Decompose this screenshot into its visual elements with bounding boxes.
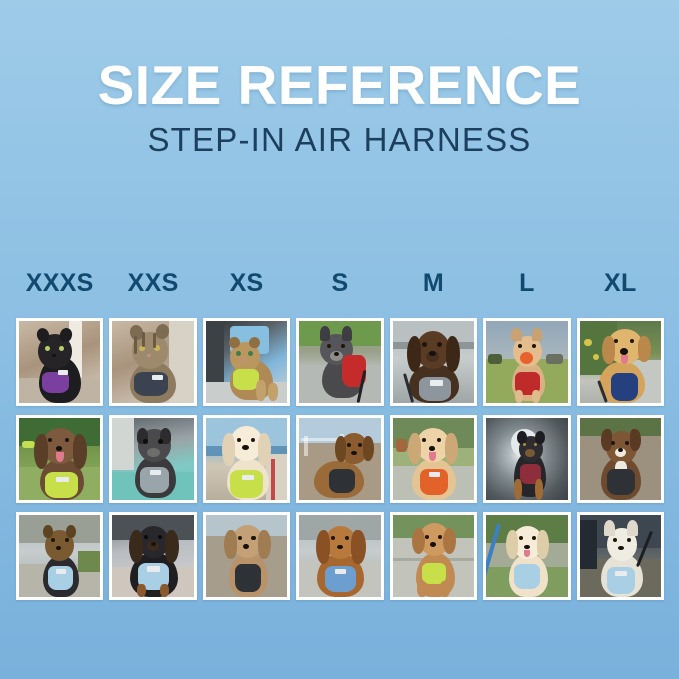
- pet-photo: [486, 321, 568, 403]
- size-label-xl: XL: [604, 269, 637, 297]
- photo-cell-m-3: [389, 512, 478, 600]
- photo-cell-m-1: [389, 318, 478, 406]
- photo-cell-xxxs-2: [16, 415, 104, 503]
- pet-photo: [299, 321, 381, 403]
- pet-photo: [579, 418, 661, 500]
- photo-cell-xxs-2: [109, 415, 197, 503]
- photo-cell-xl-3: [576, 512, 664, 600]
- photo-cell-xs-2: [202, 415, 291, 503]
- pet-photo: [205, 321, 288, 403]
- photo-cell-xs-3: [202, 512, 291, 600]
- pet-photo: [205, 515, 288, 597]
- photo-cell-m-2: [389, 415, 478, 503]
- page-title: SIZE REFERENCE: [97, 54, 582, 116]
- photo-cell-l-2: [483, 415, 571, 503]
- photo-cell-s-1: [296, 318, 384, 406]
- photo-cell-l-3: [483, 512, 571, 600]
- pet-photo: [112, 321, 194, 403]
- size-label-m: M: [422, 269, 444, 297]
- pet-photo: [486, 515, 568, 597]
- pet-photo: [392, 321, 475, 403]
- pet-photo: [19, 321, 101, 403]
- photo-cell-xxs-3: [109, 512, 197, 600]
- photo-grid: [16, 318, 664, 600]
- size-label-s: S: [331, 269, 349, 297]
- pet-photo: [19, 418, 101, 500]
- pet-photo: [299, 418, 381, 500]
- size-label-xs: XS: [229, 269, 264, 297]
- size-label-xxxs: XXXS: [25, 269, 94, 297]
- photo-cell-s-2: [296, 415, 384, 503]
- photo-cell-s-3: [296, 512, 384, 600]
- photo-cell-xs-1: [202, 318, 291, 406]
- footer-spacer: [0, 609, 679, 679]
- pet-photo: [392, 418, 475, 500]
- pet-photo: [579, 515, 661, 597]
- photo-cell-xl-1: [576, 318, 664, 406]
- photo-cell-xxxs-3: [16, 512, 104, 600]
- page-subtitle: STEP-IN AIR HARNESS: [147, 121, 532, 158]
- poster-header: SIZE REFERENCE STEP-IN AIR HARNESS: [0, 56, 679, 158]
- pet-photo: [486, 418, 568, 500]
- photo-cell-l-1: [483, 318, 571, 406]
- photo-cell-xxxs-1: [16, 318, 104, 406]
- photo-cell-xxs-1: [109, 318, 197, 406]
- pet-photo: [579, 321, 661, 403]
- size-label-l: L: [519, 269, 535, 297]
- pet-photo: [112, 418, 194, 500]
- pet-photo: [299, 515, 381, 597]
- pet-photo: [19, 515, 101, 597]
- size-label-xxs: XXS: [127, 269, 179, 297]
- photo-cell-xl-2: [576, 415, 664, 503]
- pet-photo: [112, 515, 194, 597]
- pet-photo: [392, 515, 475, 597]
- size-label-row: XXXS XXS XS S M L XL: [16, 268, 664, 298]
- pet-photo: [205, 418, 288, 500]
